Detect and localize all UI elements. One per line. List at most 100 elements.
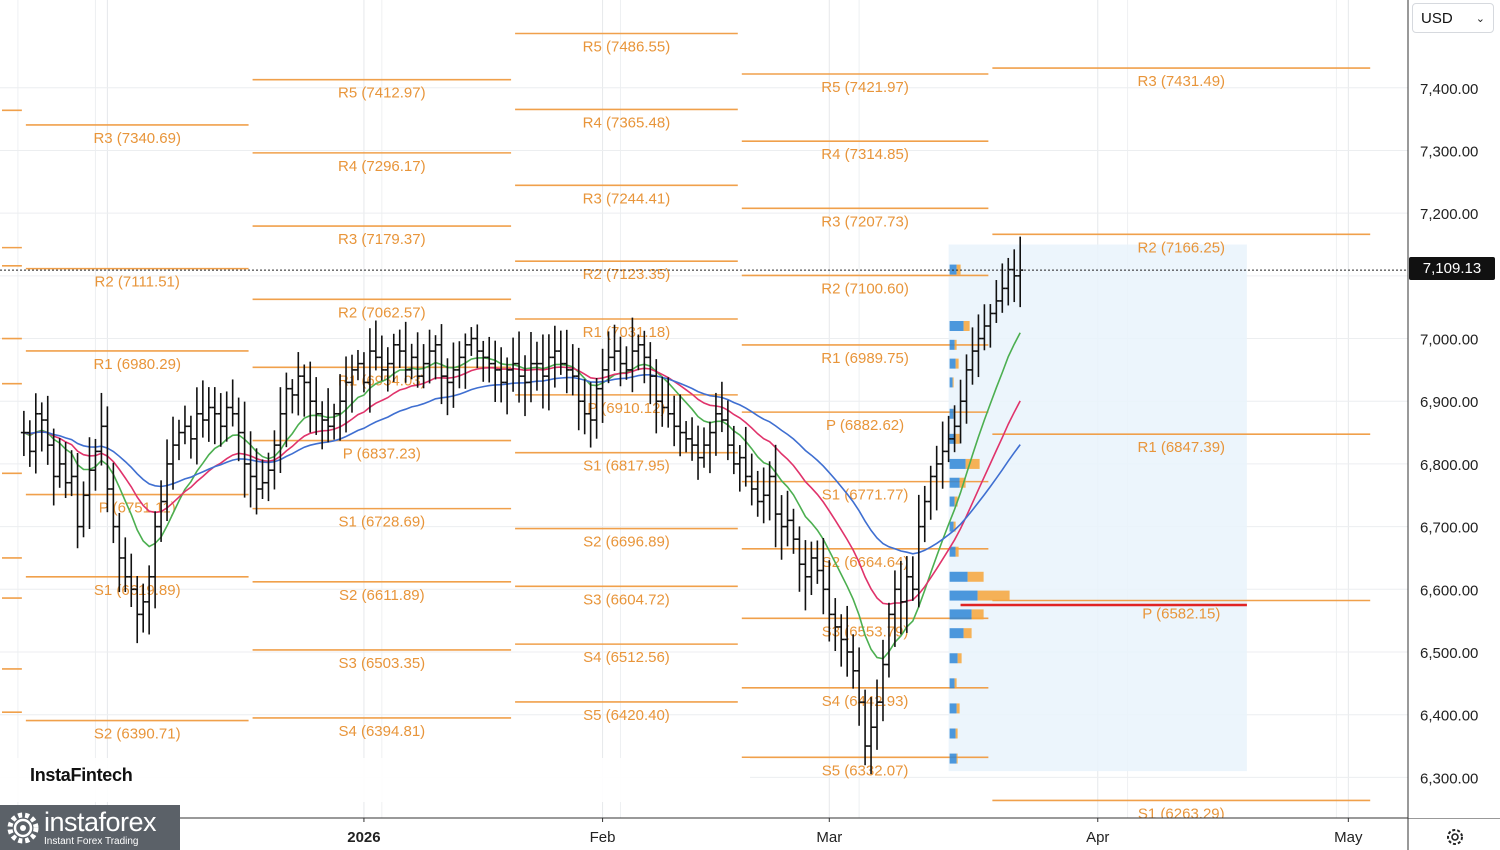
- pivot-level-label: S4 (6512.56): [583, 649, 670, 666]
- currency-select[interactable]: USD ⌄: [1412, 3, 1494, 33]
- volume-bar-orange: [957, 754, 958, 764]
- volume-bar-blue: [950, 754, 957, 764]
- logo-tagline: Instant Forex Trading: [44, 837, 156, 847]
- pivot-level-label: S2 (6696.89): [583, 534, 670, 551]
- volume-bar-blue: [950, 459, 966, 469]
- pivot-level-label: R2 (7100.60): [821, 280, 909, 297]
- pivot-level-label: S3 (6503.35): [338, 655, 425, 672]
- pivot-level-label: S2 (6390.71): [94, 726, 181, 743]
- pivot-level-label: R2 (7123.35): [583, 266, 671, 283]
- volume-bar-orange: [978, 591, 1010, 601]
- pivot-level-label: R2 (7111.51): [95, 274, 180, 291]
- x-axis-area: [0, 818, 1500, 850]
- price-chart[interactable]: R3 (7340.69) R2 (7111.51) R1 (6980.29) P (6…: [0, 0, 1500, 850]
- pivot-level-label: R1 (6847.39): [1138, 439, 1226, 456]
- volume-bar-orange: [968, 572, 984, 582]
- y-tick-label: 7,200.00: [1420, 206, 1478, 223]
- volume-bar-blue: [950, 409, 954, 419]
- y-tick-label: 6,800.00: [1420, 457, 1478, 474]
- volume-bar-orange: [958, 653, 962, 663]
- volume-bar-blue: [950, 478, 960, 488]
- x-tick-label: 2026: [347, 829, 380, 846]
- volume-bar-blue: [950, 547, 956, 557]
- chart-screen: R3 (7340.69) R2 (7111.51) R1 (6980.29) P (6…: [0, 0, 1500, 850]
- pivot-level-label: R4 (7314.85): [821, 146, 909, 163]
- volume-bar-orange: [957, 703, 960, 713]
- y-tick-label: 6,600.00: [1420, 582, 1478, 599]
- volume-bar-blue: [950, 497, 955, 507]
- y-tick-label: 7,400.00: [1420, 81, 1478, 98]
- x-tick-label: May: [1334, 829, 1363, 846]
- pivot-level-label: R5 (7486.55): [583, 39, 671, 56]
- volume-bar-orange: [955, 678, 957, 688]
- volume-bar-blue: [950, 572, 968, 582]
- pivot-level-label: S5 (6420.40): [583, 707, 670, 724]
- pivot-level-label: R5 (7421.97): [821, 79, 909, 96]
- volume-bar-blue: [950, 591, 978, 601]
- volume-bar-orange: [956, 729, 958, 739]
- y-tick-label: 7,000.00: [1420, 332, 1478, 349]
- pivot-level-label: S1 (6728.69): [338, 514, 425, 531]
- volume-bar-orange: [956, 547, 959, 557]
- y-tick-label: 6,400.00: [1420, 708, 1478, 725]
- instafintech-watermark: InstaFintech: [30, 765, 132, 786]
- pivot-level-label: R5 (7412.97): [338, 85, 426, 102]
- pivot-level-label: R2 (7166.25): [1138, 239, 1226, 256]
- pivot-level-label: S1 (6817.95): [583, 458, 670, 475]
- pivot-level-label: R3 (7340.69): [93, 130, 181, 147]
- pivot-level-label: R3 (7207.73): [821, 213, 909, 230]
- volume-bar-blue: [950, 359, 956, 369]
- y-tick-label: 6,300.00: [1420, 770, 1478, 787]
- pivot-level-label: R3 (7179.37): [338, 231, 426, 248]
- volume-bar-orange: [972, 609, 984, 619]
- gear-logo-icon: [6, 811, 40, 845]
- logo-name: instaforex: [44, 809, 156, 836]
- volume-bar-blue: [950, 377, 953, 387]
- volume-bar-blue: [950, 321, 964, 331]
- volume-bar-orange: [955, 340, 957, 350]
- volume-bar-blue: [950, 653, 958, 663]
- instaforex-logo[interactable]: instaforex Instant Forex Trading: [0, 805, 180, 850]
- pivot-level-label: R3 (7431.49): [1138, 73, 1226, 90]
- current-price-value: 7,109.13: [1423, 260, 1481, 277]
- pivot-level-label: S3 (6604.72): [583, 591, 670, 608]
- pivot-level-label: P (6837.23): [343, 446, 421, 463]
- volume-bar-blue: [950, 522, 954, 532]
- x-tick-label: Feb: [590, 829, 616, 846]
- x-tick-label: Mar: [816, 829, 842, 846]
- pivot-level-label: R4 (7296.17): [338, 158, 426, 175]
- volume-bar-orange: [964, 628, 972, 638]
- volume-bar-blue: [950, 678, 955, 688]
- pivot-level-label: R3 (7244.41): [583, 190, 671, 207]
- volume-bar-orange: [964, 321, 970, 331]
- chevron-down-icon: ⌄: [1476, 12, 1485, 25]
- volume-bar-blue: [950, 340, 955, 350]
- pivot-level-label: R4 (7365.48): [583, 114, 671, 131]
- current-price-tag: 7,109.13: [1409, 257, 1495, 280]
- pivot-level-label: P (6882.62): [826, 417, 904, 434]
- volume-bar-blue: [950, 265, 957, 275]
- currency-value: USD: [1421, 10, 1453, 27]
- x-tick-label: Apr: [1086, 829, 1109, 846]
- volume-bar-blue: [950, 628, 964, 638]
- volume-bar-orange: [956, 434, 960, 444]
- pivot-level-label: S2 (6611.89): [339, 587, 425, 604]
- volume-bar-orange: [953, 377, 954, 387]
- volume-bar-orange: [957, 265, 961, 275]
- pivot-level-label: S1 (6771.77): [822, 487, 909, 504]
- y-tick-label: 6,900.00: [1420, 394, 1478, 411]
- pivot-level-label: R1 (6989.75): [821, 350, 909, 367]
- y-tick-label: 7,300.00: [1420, 143, 1478, 160]
- settings-gear-icon[interactable]: [1444, 826, 1466, 848]
- volume-bar-blue: [950, 729, 956, 739]
- volume-bar-orange: [956, 359, 959, 369]
- pivot-level-label: P (6910.12): [587, 400, 665, 417]
- y-tick-label: 6,500.00: [1420, 645, 1478, 662]
- pivot-level-label: S4 (6394.81): [338, 723, 425, 740]
- volume-bar-blue: [950, 703, 957, 713]
- volume-profile-area: [949, 245, 1247, 772]
- volume-bar-blue: [950, 609, 972, 619]
- y-tick-label: 6,700.00: [1420, 520, 1478, 537]
- pivot-level-label: R1 (7031.18): [583, 324, 671, 341]
- pivot-level-label: R1 (6980.29): [93, 356, 181, 373]
